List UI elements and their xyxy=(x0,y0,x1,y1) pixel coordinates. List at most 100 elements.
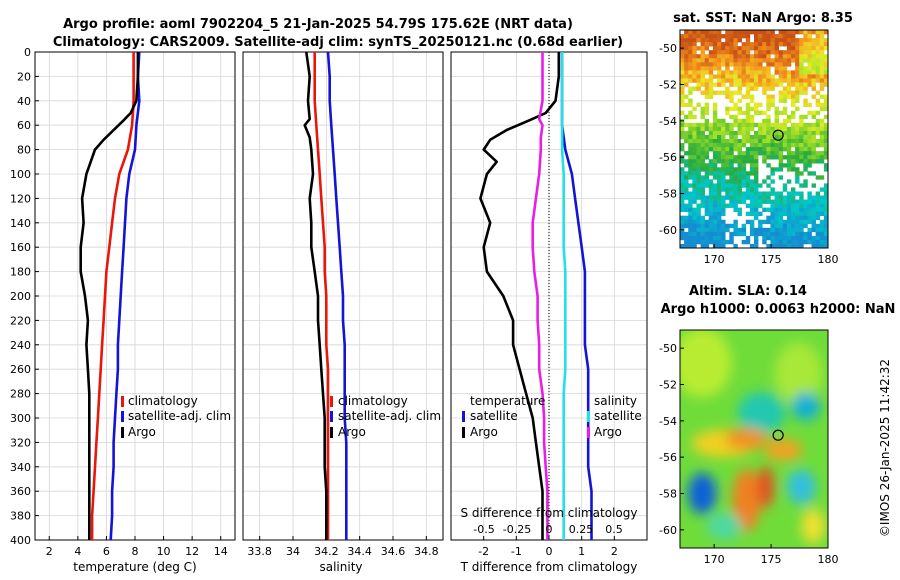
sst-cell xyxy=(688,239,693,245)
sst-cell xyxy=(692,50,697,55)
sst-cell xyxy=(688,219,693,225)
sla-x-ticks: 170 175 180 xyxy=(704,544,839,566)
sst-cell xyxy=(692,159,697,164)
sst-cell xyxy=(692,223,697,229)
sst-cell xyxy=(803,179,808,184)
sst-cell xyxy=(815,227,821,233)
sst-cell xyxy=(725,223,730,229)
sst-cell xyxy=(749,159,755,164)
sst-cell xyxy=(680,66,685,71)
sst-cell xyxy=(811,199,816,204)
sst-cell xyxy=(803,46,808,51)
sst-cell xyxy=(811,110,816,116)
sst-cell xyxy=(799,42,804,47)
sst-cell xyxy=(791,139,796,144)
sst-cell xyxy=(791,227,796,233)
sst-cell xyxy=(712,155,718,160)
sst-cell xyxy=(712,215,718,221)
sst-cell xyxy=(696,86,701,91)
sst-cell xyxy=(700,134,705,140)
sst-cell xyxy=(704,42,710,47)
sst-cell xyxy=(717,215,722,221)
sst-cell xyxy=(786,118,792,124)
sst-cell xyxy=(770,223,775,229)
sst-cell xyxy=(778,98,784,103)
sst-cell xyxy=(799,54,804,59)
sst-cell xyxy=(754,155,759,160)
sst-cell xyxy=(725,130,730,136)
y-tick-label: 240 xyxy=(10,339,31,352)
sst-cell xyxy=(704,203,710,208)
sst-cell xyxy=(717,62,722,67)
sst-cell xyxy=(795,98,800,103)
sst-cell xyxy=(782,195,788,200)
sst-cell xyxy=(692,106,697,112)
sst-cell xyxy=(770,207,775,212)
sst-cell xyxy=(803,74,808,79)
sst-cell xyxy=(688,66,693,71)
sst-cell xyxy=(708,122,714,128)
sst-cell xyxy=(717,46,722,51)
sst-cell xyxy=(791,50,796,55)
sst-cell xyxy=(758,211,763,217)
sst-cell xyxy=(745,179,751,184)
sst-cell xyxy=(712,134,718,140)
sst-cell xyxy=(741,82,747,87)
sst-cell xyxy=(791,122,796,128)
y-tick-label: 60 xyxy=(17,119,31,132)
sst-cell xyxy=(807,34,812,39)
sst-cell xyxy=(786,78,792,83)
x-tick-label: 10 xyxy=(157,545,171,558)
sst-cell xyxy=(749,195,755,200)
sst-cell xyxy=(823,82,828,87)
sst-cell xyxy=(803,163,808,168)
sst-cell xyxy=(766,163,771,168)
sst-cell xyxy=(700,239,705,245)
sst-cell xyxy=(749,231,755,237)
sst-cell xyxy=(803,122,808,128)
map-y-tick-label: -54 xyxy=(659,415,677,428)
sst-cell xyxy=(737,207,742,212)
sst-cell xyxy=(692,130,697,136)
sst-cell xyxy=(758,195,763,200)
sst-cell xyxy=(754,30,759,35)
difference-panel: -2 -1 0 1 2 T difference from climatology S … xyxy=(450,51,648,574)
sst-cell xyxy=(762,155,767,160)
sst-cell xyxy=(712,211,718,217)
sst-cell xyxy=(700,58,705,63)
sst-cell xyxy=(807,50,812,55)
sst-cell xyxy=(778,219,784,225)
sst-cell xyxy=(807,143,812,148)
sst-cell xyxy=(712,203,718,208)
sst-cell xyxy=(684,171,689,176)
sst-cell xyxy=(749,163,755,168)
sst-cell xyxy=(823,219,828,225)
sst-cell xyxy=(795,130,800,136)
sst-cell xyxy=(823,114,828,120)
sst-cell xyxy=(741,30,747,35)
sst-cell xyxy=(819,46,825,51)
sst-cell xyxy=(795,159,800,164)
sst-cell xyxy=(700,183,705,188)
sst-cell xyxy=(680,130,685,136)
sst-cell xyxy=(745,106,751,112)
sst-cell xyxy=(782,62,788,67)
sst-cell xyxy=(700,163,705,168)
sst-cell xyxy=(700,38,705,43)
sst-cell xyxy=(770,102,775,108)
sst-cell xyxy=(712,163,718,168)
sst-cell xyxy=(782,38,788,43)
sst-cell xyxy=(696,139,701,144)
sst-cell xyxy=(815,211,821,217)
sst-cell xyxy=(795,235,800,241)
sst-cell xyxy=(692,34,697,39)
sst-cell xyxy=(778,134,784,140)
sst-cell xyxy=(774,147,779,152)
sst-cell xyxy=(815,199,821,204)
sst-cell xyxy=(680,126,685,132)
sst-cell xyxy=(758,34,763,39)
sst-cell xyxy=(770,50,775,55)
sst-cell xyxy=(704,54,710,59)
sst-cell xyxy=(803,215,808,221)
sst-cell xyxy=(795,42,800,47)
